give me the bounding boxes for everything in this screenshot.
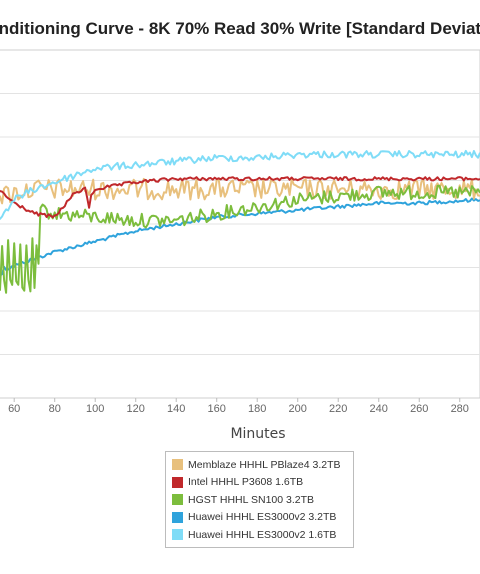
x-tick-label: 100 [86, 403, 104, 415]
legend-item: Intel HHHL P3608 1.6TB [172, 474, 347, 492]
x-tick-label: 120 [127, 403, 145, 415]
legend-item: HGST HHHL SN100 3.2TB [172, 491, 347, 509]
x-tick-label: 200 [289, 403, 307, 415]
legend-item: Memblaze HHHL PBlaze4 3.2TB [172, 456, 347, 474]
legend-swatch [172, 511, 183, 523]
x-tick-label: 220 [329, 403, 347, 415]
legend-item: Huawei HHHL ES3000v2 1.6TB [172, 526, 347, 544]
series-line [0, 149, 480, 220]
x-tick-label: 60 [8, 403, 20, 415]
legend-label: Huawei HHHL ES3000v2 1.6TB [188, 528, 337, 541]
chart-title: Conditioning Curve - 8K 70% Read 30% Wri… [0, 19, 480, 38]
legend-swatch [172, 494, 183, 506]
series-line [0, 176, 480, 219]
legend-swatch [172, 529, 183, 541]
legend: Memblaze HHHL PBlaze4 3.2TB Intel HHHL P… [165, 451, 354, 548]
legend-label: Huawei HHHL ES3000v2 3.2TB [188, 511, 337, 524]
plot-area [0, 49, 480, 402]
x-tick-label: 180 [248, 403, 266, 415]
legend-swatch [172, 459, 183, 471]
x-tick-label: 160 [208, 403, 226, 415]
x-tick-label: 80 [49, 403, 61, 415]
x-tick-label: 240 [370, 403, 388, 415]
legend-label: Intel HHHL P3608 1.6TB [188, 476, 304, 489]
x-tick-labels: 60 80 100 120 140 160 180 200 220 240 260 280 [8, 403, 469, 415]
series-line [0, 184, 480, 294]
legend-label: Memblaze HHHL PBlaze4 3.2TB [188, 458, 341, 471]
legend-item: Huawei HHHL ES3000v2 3.2TB [172, 509, 347, 527]
x-axis-label: Minutes [230, 426, 285, 442]
x-tick-label: 280 [451, 403, 469, 415]
legend-swatch [172, 476, 183, 488]
x-tick-label: 260 [410, 403, 428, 415]
legend-label: HGST HHHL SN100 3.2TB [188, 493, 315, 506]
x-tick-label: 140 [167, 403, 185, 415]
